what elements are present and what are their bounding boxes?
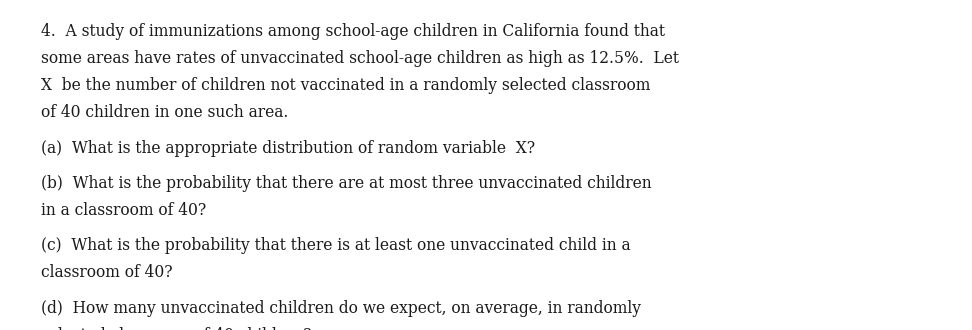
Text: (c)  What is the probability that there is at least one unvaccinated child in a: (c) What is the probability that there i… xyxy=(41,237,631,254)
Text: selected classroom of 40 children?: selected classroom of 40 children? xyxy=(41,327,311,330)
Text: X  be the number of children not vaccinated in a randomly selected classroom: X be the number of children not vaccinat… xyxy=(41,77,650,94)
Text: classroom of 40?: classroom of 40? xyxy=(41,264,172,281)
Text: 4.  A study of immunizations among school-age children in California found that: 4. A study of immunizations among school… xyxy=(41,23,665,40)
Text: (d)  How many unvaccinated children do we expect, on average, in randomly: (d) How many unvaccinated children do we… xyxy=(41,300,641,317)
Text: of 40 children in one such area.: of 40 children in one such area. xyxy=(41,104,289,121)
Text: (a)  What is the appropriate distribution of random variable  X?: (a) What is the appropriate distribution… xyxy=(41,140,535,157)
Text: some areas have rates of unvaccinated school-age children as high as 12.5%.  Let: some areas have rates of unvaccinated sc… xyxy=(41,50,678,67)
Text: (b)  What is the probability that there are at most three unvaccinated children: (b) What is the probability that there a… xyxy=(41,175,651,192)
Text: in a classroom of 40?: in a classroom of 40? xyxy=(41,202,206,219)
